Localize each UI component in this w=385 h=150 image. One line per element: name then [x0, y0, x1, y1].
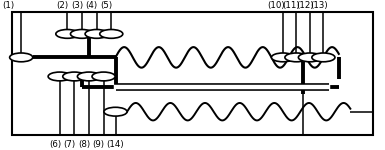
Circle shape — [298, 53, 321, 62]
Circle shape — [56, 30, 79, 38]
Text: (14): (14) — [107, 140, 124, 149]
Circle shape — [77, 72, 100, 81]
Circle shape — [92, 72, 115, 81]
Text: (9): (9) — [92, 140, 105, 149]
Circle shape — [48, 72, 71, 81]
Circle shape — [312, 53, 335, 62]
Text: (7): (7) — [63, 140, 75, 149]
Text: (12): (12) — [296, 1, 314, 10]
Circle shape — [85, 30, 108, 38]
Text: (8): (8) — [78, 140, 90, 149]
Circle shape — [70, 30, 94, 38]
Circle shape — [100, 30, 123, 38]
Circle shape — [285, 53, 308, 62]
Text: (2): (2) — [57, 1, 69, 10]
Circle shape — [104, 107, 127, 116]
Text: (4): (4) — [85, 1, 98, 10]
Text: (5): (5) — [100, 1, 112, 10]
Text: (6): (6) — [49, 140, 61, 149]
Circle shape — [271, 53, 295, 62]
Text: (11): (11) — [282, 1, 300, 10]
Circle shape — [10, 53, 33, 62]
Circle shape — [63, 72, 86, 81]
Text: (13): (13) — [310, 1, 328, 10]
Text: (1): (1) — [2, 1, 15, 10]
Text: (3): (3) — [71, 1, 83, 10]
Text: (10): (10) — [268, 1, 285, 10]
